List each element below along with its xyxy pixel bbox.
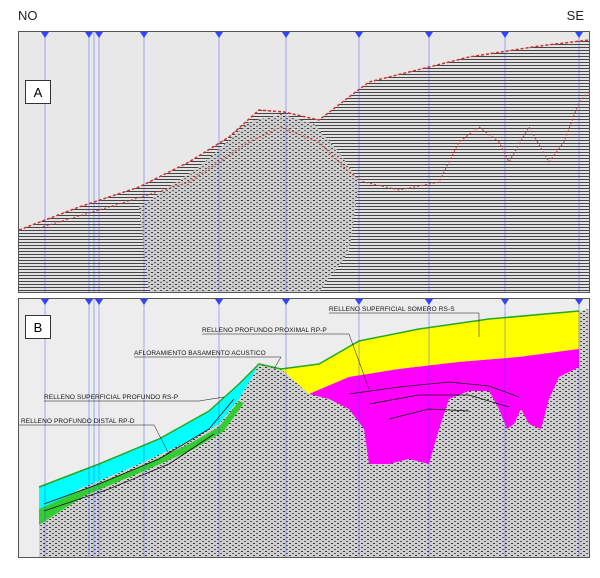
seafloor-horizon-b bbox=[38, 310, 580, 488]
label-relleno-profundo-proximal: RELLENO PROFUNDO PROXIMAL RP-P bbox=[202, 327, 327, 334]
trace-markers-a bbox=[41, 32, 583, 38]
label-relleno-superficial-profundo: RELLENO SUPERFICIAL PROFUNDO RS-P bbox=[44, 394, 178, 401]
fill-relleno-superficial-somero bbox=[281, 311, 579, 394]
orientation-label-no: NO bbox=[18, 8, 38, 23]
trace-lines-a bbox=[44, 32, 580, 292]
orientation-label-se: SE bbox=[566, 8, 584, 23]
basement-zone-a bbox=[139, 114, 359, 292]
internal-reflectors-b bbox=[43, 381, 520, 512]
seismic-profile-a bbox=[19, 32, 589, 292]
seismic-panel-b: RELLENO SUPERFICIAL SOMERO RS-S RELLENO … bbox=[18, 298, 590, 558]
annotation-leaders bbox=[19, 312, 480, 455]
label-relleno-superficial-somero: RELLENO SUPERFICIAL SOMERO RS-S bbox=[329, 306, 455, 313]
basement-horizon-a bbox=[38, 91, 589, 229]
trace-lines-b bbox=[44, 299, 580, 557]
seafloor-horizon-a bbox=[19, 39, 589, 231]
label-afloramiento-basamento: AFLORAMIENTO BASAMENTO ACUSTICO bbox=[134, 350, 266, 357]
interpreted-profile-b: RELLENO SUPERFICIAL SOMERO RS-S RELLENO … bbox=[19, 299, 589, 557]
fill-relleno-profundo-proximal bbox=[309, 349, 579, 464]
seismic-panel-a: A bbox=[18, 31, 590, 293]
panel-a-label: A bbox=[25, 80, 51, 104]
label-relleno-profundo-distal: RELLENO PROFUNDO DISTAL RP-D bbox=[21, 418, 135, 425]
trace-markers-b bbox=[41, 299, 583, 305]
panel-b-label: B bbox=[25, 315, 51, 339]
